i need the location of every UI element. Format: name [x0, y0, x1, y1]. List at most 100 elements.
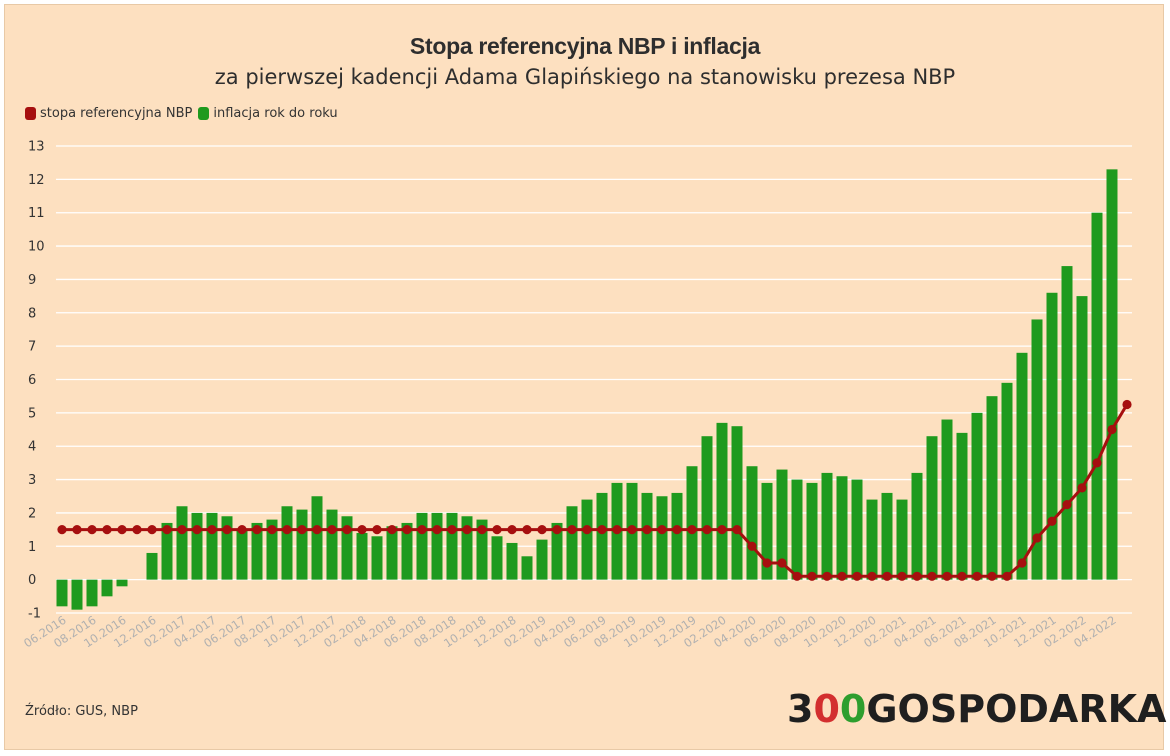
y-tick-label: 12 — [28, 173, 45, 188]
bar — [731, 426, 743, 580]
rate-point — [777, 558, 787, 568]
rate-point — [957, 571, 967, 581]
bar — [281, 506, 293, 580]
bar — [1106, 169, 1118, 580]
chart-subtitle: za pierwszej kadencji Adama Glapińskiego… — [214, 65, 956, 89]
rate-point — [852, 571, 862, 581]
bar — [716, 422, 728, 580]
bar — [581, 499, 593, 580]
bar — [521, 556, 533, 580]
rate-point — [747, 541, 757, 551]
rate-point — [882, 571, 892, 581]
bar — [701, 436, 713, 580]
rate-point — [597, 525, 607, 535]
legend-swatch-rate — [25, 107, 36, 120]
rate-point — [387, 525, 397, 535]
y-tick-label: 4 — [28, 440, 36, 455]
rate-point — [807, 571, 817, 581]
rate-point — [537, 525, 547, 535]
rate-point — [102, 525, 112, 535]
rate-point — [252, 525, 262, 535]
rate-point — [987, 571, 997, 581]
bar — [296, 509, 308, 580]
legend-item-inflation: inflacja rok do roku — [198, 106, 338, 121]
chart-frame: Stopa referencyjna NBP i inflacja za pie… — [4, 4, 1166, 750]
legend-swatch-inflation — [198, 107, 210, 120]
rate-point — [717, 525, 727, 535]
y-tick-label: 7 — [28, 340, 36, 355]
bar — [206, 512, 218, 580]
bar — [146, 552, 158, 580]
rate-point — [552, 525, 562, 535]
bar — [1061, 266, 1073, 580]
rate-point — [522, 525, 532, 535]
y-tick-label: -1 — [28, 607, 41, 622]
rate-point — [342, 525, 352, 535]
brand-logo: 300GOSPODARKA — [787, 687, 1166, 731]
bar — [941, 419, 953, 580]
bar — [1031, 319, 1043, 580]
bar — [641, 492, 653, 580]
rate-point — [1017, 558, 1027, 568]
rate-point — [132, 525, 142, 535]
bar — [1046, 292, 1058, 580]
bar — [806, 482, 818, 580]
bar — [461, 516, 473, 580]
rate-point — [192, 525, 202, 535]
rate-point — [282, 525, 292, 535]
bar — [746, 466, 758, 580]
rate-point — [297, 525, 307, 535]
rate-point — [72, 525, 82, 535]
bar — [851, 479, 863, 580]
rate-point — [1077, 483, 1087, 493]
rate-point — [1002, 571, 1012, 581]
rate-point — [927, 571, 937, 581]
bar — [1076, 296, 1088, 580]
logo-part-4: GOSPODARKA — [866, 687, 1167, 731]
y-tick-label: 2 — [28, 506, 36, 521]
rate-point — [237, 525, 247, 535]
bar — [671, 492, 683, 580]
bar — [866, 499, 878, 580]
bar — [161, 522, 173, 580]
rate-point — [357, 525, 367, 535]
bar — [491, 536, 503, 580]
rate-point — [1047, 516, 1057, 526]
rate-point — [732, 525, 742, 535]
rate-point — [312, 525, 322, 535]
rate-point — [1062, 499, 1072, 510]
y-tick-label: 13 — [28, 140, 45, 155]
bar — [971, 412, 983, 580]
y-tick-label: 1 — [28, 540, 36, 555]
bar — [686, 466, 698, 580]
bar — [326, 509, 338, 580]
rate-point — [477, 525, 487, 535]
bar — [551, 522, 563, 580]
bar — [656, 496, 668, 580]
legend-item-rate: stopa referencyjna NBP — [25, 106, 192, 121]
rate-point — [822, 571, 832, 581]
rate-point — [867, 571, 877, 581]
rate-point — [687, 525, 697, 535]
rate-point — [972, 571, 982, 581]
bar — [221, 516, 233, 580]
bar — [236, 529, 248, 580]
bar — [911, 472, 923, 580]
bar — [536, 539, 548, 580]
bar — [446, 512, 458, 580]
y-tick-label: 10 — [28, 240, 45, 255]
rate-point — [507, 525, 517, 535]
bar — [86, 579, 98, 607]
rate-point — [147, 525, 157, 535]
bar — [821, 472, 833, 580]
rate-point — [447, 525, 457, 535]
rate-point — [792, 571, 802, 581]
logo-part-1: 3 — [787, 687, 814, 731]
bar — [191, 512, 203, 580]
rate-point — [1122, 399, 1132, 410]
rate-point — [1032, 533, 1042, 543]
legend: stopa referencyjna NBP inflacja rok do r… — [25, 106, 344, 121]
bar — [986, 396, 998, 580]
bar — [251, 522, 263, 580]
rate-point — [912, 571, 922, 581]
